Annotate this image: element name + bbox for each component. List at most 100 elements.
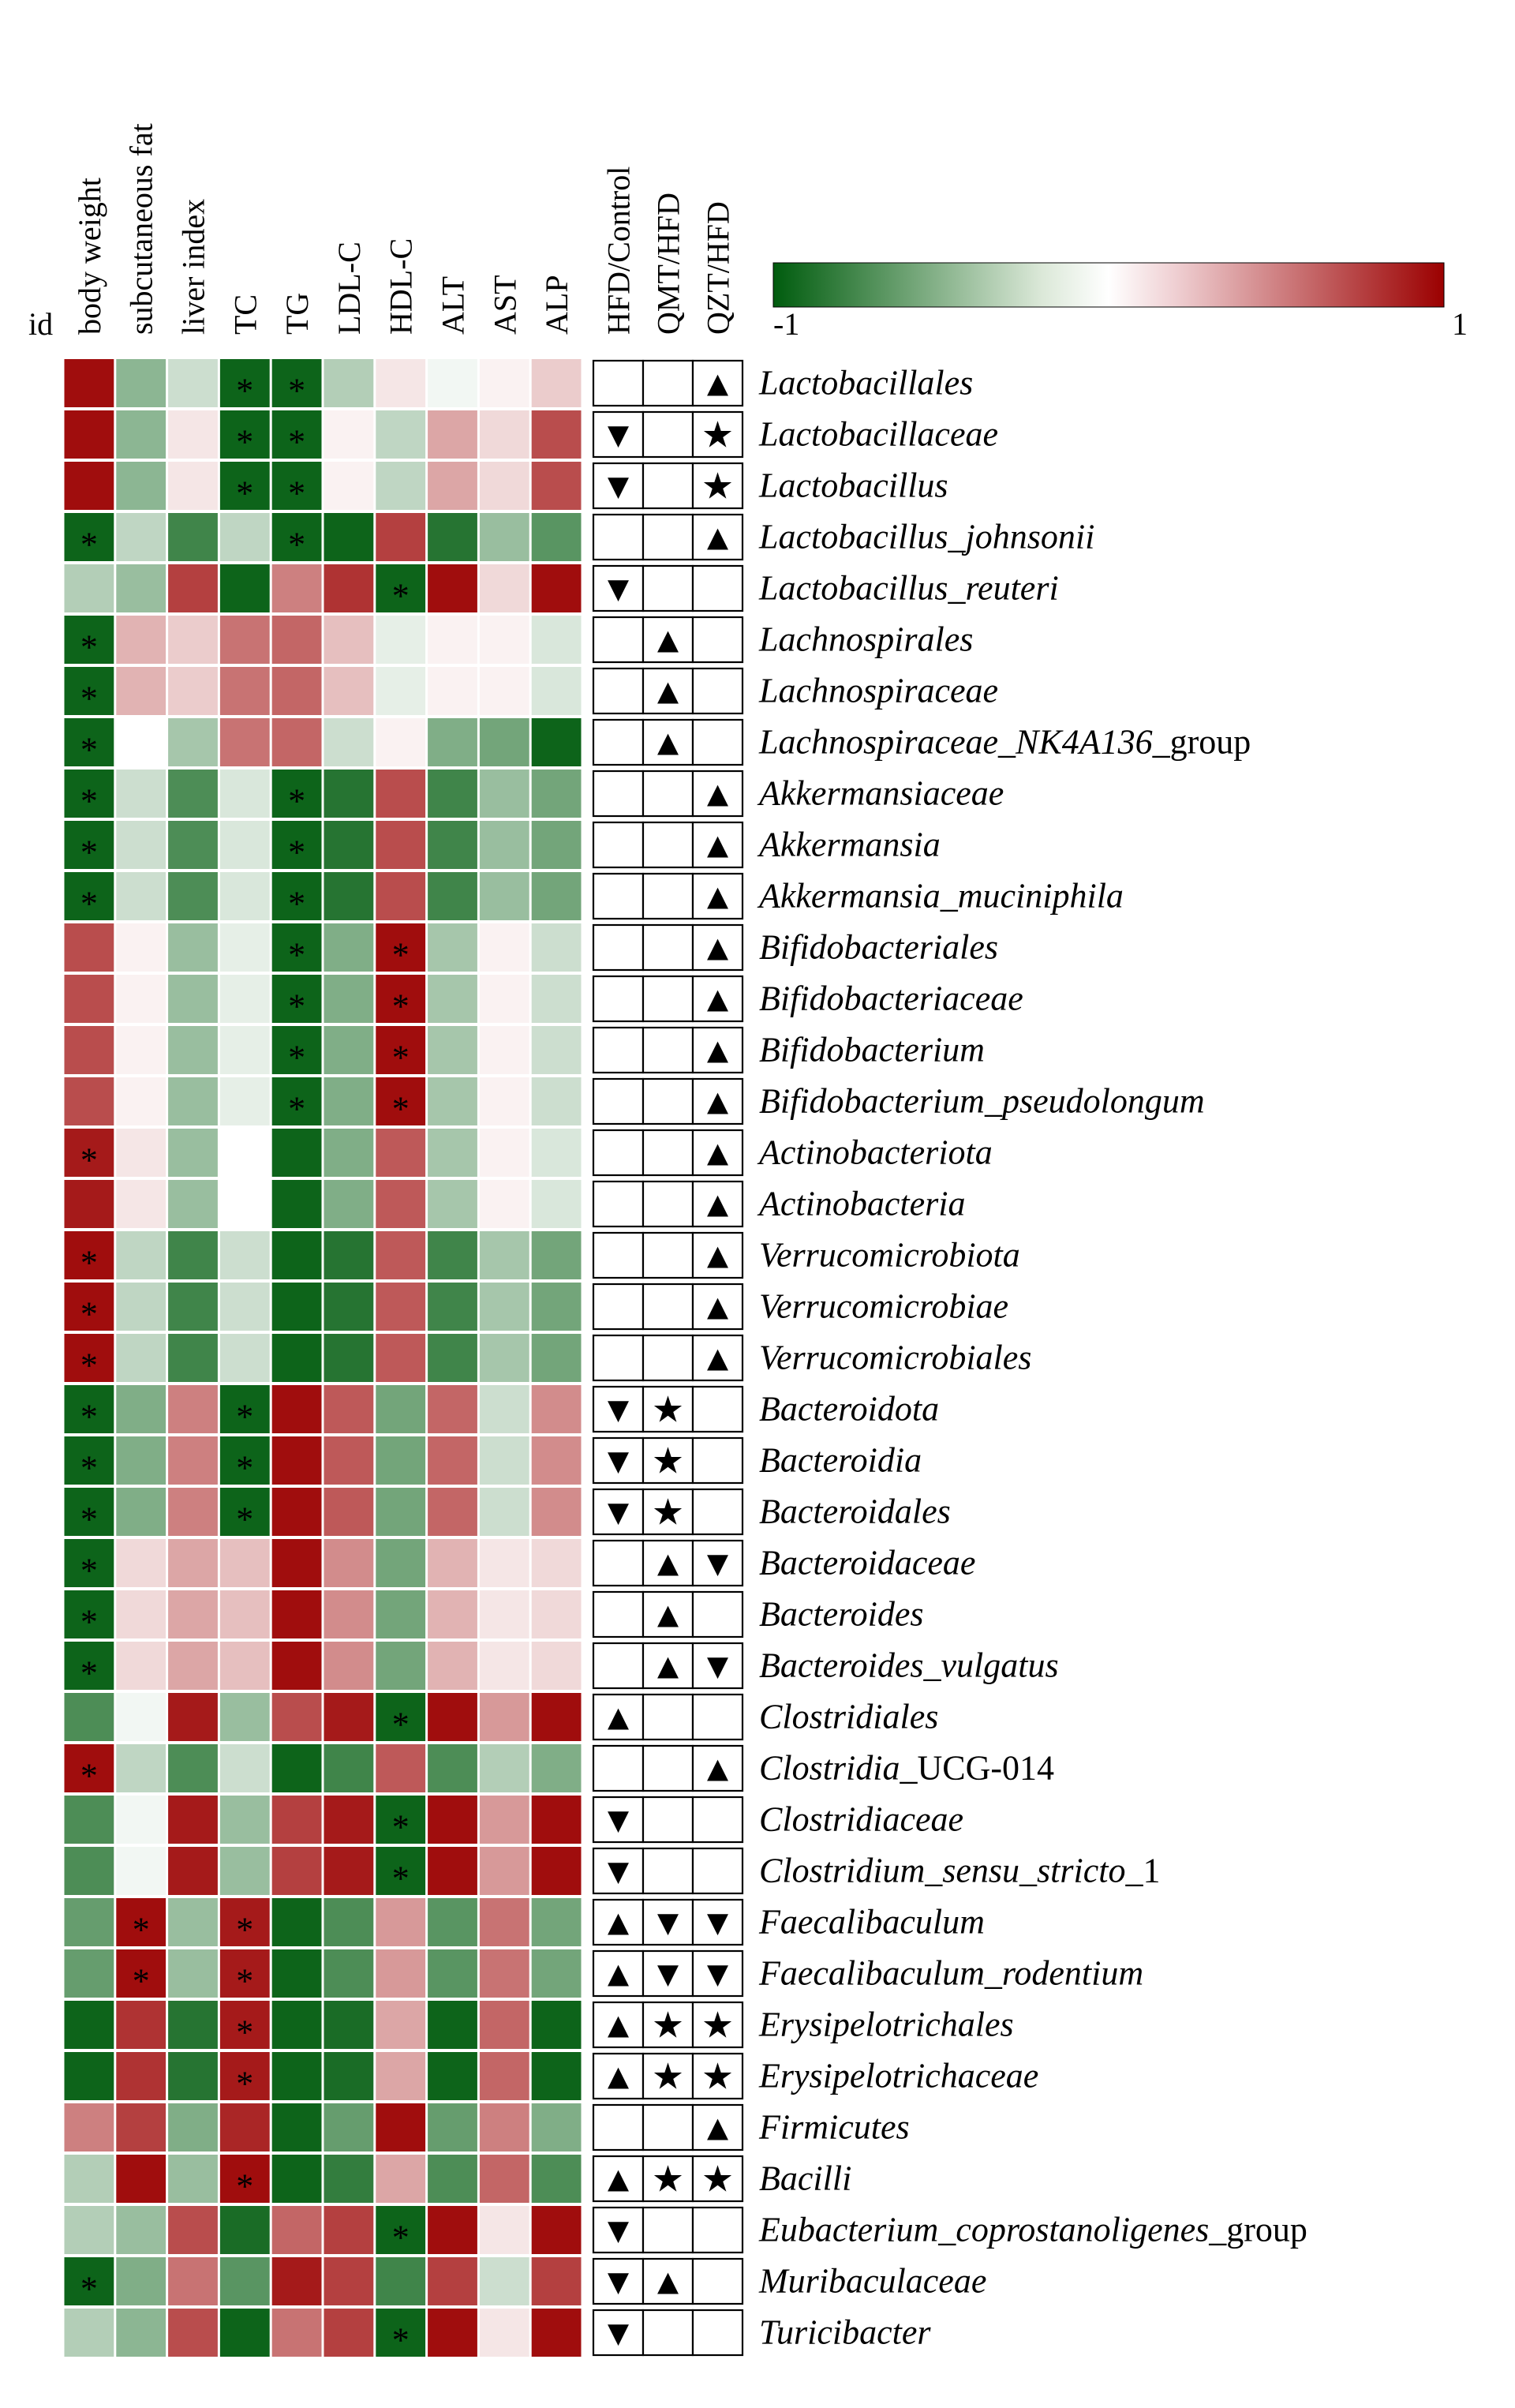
heatmap-cell — [428, 770, 477, 818]
heatmap-cell — [168, 1231, 218, 1279]
heatmap-cell — [428, 1334, 477, 1382]
group-marker-cell — [691, 821, 744, 869]
heatmap-cell — [428, 1642, 477, 1690]
group-marker-cell — [691, 1949, 744, 1998]
heatmap-cell — [376, 1180, 426, 1228]
heatmap-cell — [376, 2001, 426, 2049]
heatmap-cell — [479, 2309, 529, 2357]
heatmap-cell — [479, 975, 529, 1023]
group-marker-cell — [642, 1642, 694, 1690]
significance-asterisk: * — [236, 423, 253, 462]
heatmap-cell — [271, 2001, 322, 2049]
heatmap-cell — [168, 1283, 218, 1331]
significance-asterisk: * — [80, 1398, 98, 1436]
heatmap-cell — [271, 2309, 322, 2357]
group-marker-cell — [691, 1283, 744, 1331]
heatmap-cell — [168, 1744, 218, 1792]
significance-asterisk: * — [236, 1398, 253, 1436]
heatmap-cell — [116, 1744, 166, 1792]
legend-min-label: -1 — [773, 306, 799, 342]
row-label-actinobacteriota: Actinobacteriota — [757, 1133, 993, 1172]
group-marker-cell — [691, 1693, 744, 1741]
significance-asterisk: * — [80, 1654, 98, 1693]
group-marker-cell — [691, 718, 744, 766]
heatmap-cell — [324, 1590, 374, 1638]
up-triangle-icon: ▲ — [700, 1287, 736, 1328]
heatmap-cell — [531, 1539, 582, 1587]
heatmap-cell — [64, 616, 114, 664]
group-marker-cell — [592, 1385, 645, 1433]
heatmap-cell — [271, 1026, 322, 1074]
down-triangle-icon: ▼ — [600, 415, 637, 455]
heatmap-cell — [271, 923, 322, 972]
group-marker-cell — [642, 975, 694, 1023]
heatmap-cell — [64, 2103, 114, 2151]
group-marker-cell — [642, 1744, 694, 1792]
group-marker-cell — [642, 1847, 694, 1895]
row-label-firmicutes: Firmicutes — [758, 2108, 910, 2147]
heatmap-cell — [428, 2001, 477, 2049]
heatmap-cell — [64, 718, 114, 766]
heatmap-cell — [479, 2052, 529, 2100]
star-icon: ★ — [652, 2159, 684, 2200]
group-marker-cell — [642, 923, 694, 972]
row-label-bifidobacteriales: Bifidobacteriales — [759, 928, 998, 967]
star-icon: ★ — [701, 415, 734, 455]
significance-asterisk: * — [392, 2219, 410, 2257]
heatmap-cell — [64, 667, 114, 715]
group-marker-cell — [592, 359, 645, 407]
column-headers: body weight subcutaneous fat liver index TC… — [72, 123, 574, 335]
significance-asterisk: * — [236, 372, 253, 410]
heatmap-cell — [428, 1796, 477, 1844]
heatmap-cell — [428, 1077, 477, 1125]
heatmap-cell — [116, 1436, 166, 1485]
heatmap-cell — [479, 1488, 529, 1536]
heatmap-cell — [428, 1539, 477, 1587]
group-marker-cell — [642, 1334, 694, 1382]
heatmap-cell — [376, 1026, 426, 1074]
group-marker-cell — [592, 718, 645, 766]
heatmap-cell — [219, 2309, 270, 2357]
group-marker-cell — [642, 1590, 694, 1638]
up-triangle-icon: ▲ — [650, 723, 686, 763]
heatmap-cell — [324, 718, 374, 766]
heatmap-cell — [324, 1898, 374, 1946]
heatmap-cell — [428, 667, 477, 715]
heatmap-cell — [376, 359, 426, 407]
heatmap-cell — [168, 2052, 218, 2100]
group-marker-cell — [691, 1334, 744, 1382]
group-marker-cell — [592, 667, 645, 715]
heatmap-cell — [219, 1590, 270, 1638]
heatmap-cell — [168, 1436, 218, 1485]
row-label-verrucomicrobiota: Verrucomicrobiota — [759, 1236, 1020, 1275]
heatmap-cell — [64, 410, 114, 459]
heatmap-cell — [376, 1693, 426, 1741]
heatmap-cell — [271, 2103, 322, 2151]
row-label-lactobacillaceae: Lactobacillaceae — [758, 415, 998, 454]
heatmap-cell — [64, 462, 114, 510]
group-marker-cell — [592, 1744, 645, 1792]
heatmap-cell — [271, 2052, 322, 2100]
column-header-ast: AST — [487, 275, 522, 335]
heatmap-cell — [324, 2103, 374, 2151]
up-triangle-icon: ▲ — [700, 979, 736, 1020]
heatmap-cell — [271, 410, 322, 459]
heatmap-cell — [64, 1590, 114, 1638]
group-marker-cell — [691, 2155, 744, 2203]
heatmap-cell — [219, 2001, 270, 2049]
group-header-qzt-hfd: QZT/HFD — [701, 201, 736, 335]
heatmap-cell — [324, 1539, 374, 1587]
heatmap-cell — [116, 2309, 166, 2357]
heatmap-cell — [324, 1231, 374, 1279]
heatmap-cell — [376, 2206, 426, 2254]
significance-asterisk: * — [80, 731, 98, 770]
heatmap-cell — [219, 616, 270, 664]
star-icon: ★ — [701, 466, 734, 507]
heatmap-cell — [376, 1847, 426, 1895]
group-marker-cell — [691, 410, 744, 459]
down-triangle-icon: ▼ — [600, 2313, 637, 2354]
heatmap-cell — [428, 1898, 477, 1946]
heatmap-cell — [168, 2155, 218, 2203]
heatmap-cell — [428, 1847, 477, 1895]
